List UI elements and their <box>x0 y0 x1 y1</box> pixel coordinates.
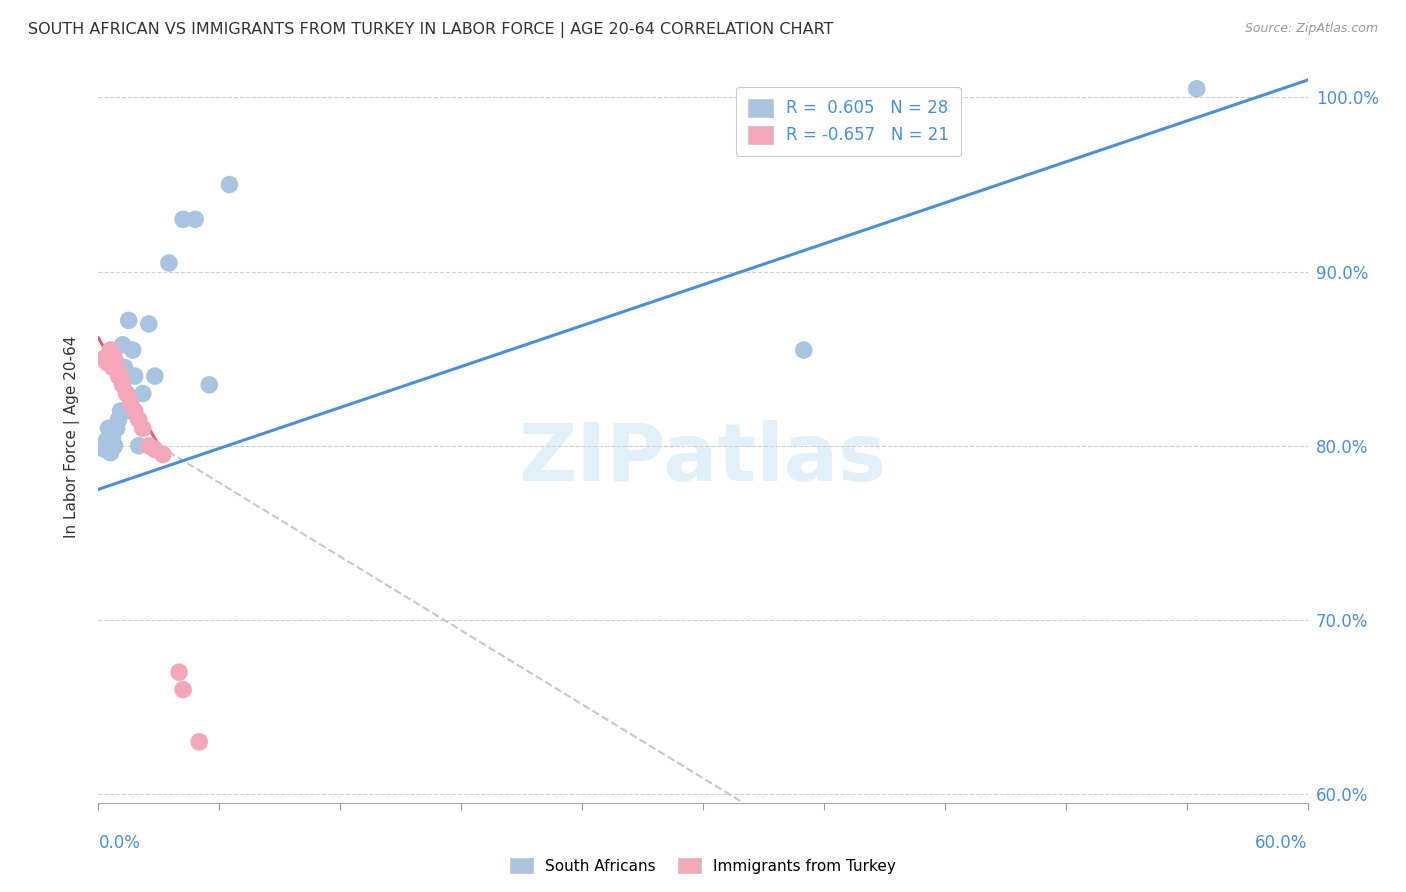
Point <box>101 360 124 375</box>
Legend: South Africans, Immigrants from Turkey: South Africans, Immigrants from Turkey <box>503 852 903 880</box>
Point <box>97 348 120 362</box>
Point <box>198 377 221 392</box>
Legend: R =  0.605   N = 28, R = -0.657   N = 21: R = 0.605 N = 28, R = -0.657 N = 21 <box>735 87 960 156</box>
Point <box>1185 82 1208 96</box>
Point <box>105 360 128 375</box>
Point <box>124 404 146 418</box>
Point <box>124 369 146 384</box>
Text: ZIPatlas: ZIPatlas <box>519 420 887 498</box>
Point <box>107 412 129 426</box>
Point <box>157 256 180 270</box>
Point <box>115 386 138 401</box>
Point <box>128 412 150 426</box>
Point <box>132 386 155 401</box>
Point <box>103 351 125 366</box>
Y-axis label: In Labor Force | Age 20-64: In Labor Force | Age 20-64 <box>63 336 80 538</box>
Text: SOUTH AFRICAN VS IMMIGRANTS FROM TURKEY IN LABOR FORCE | AGE 20-64 CORRELATION C: SOUTH AFRICAN VS IMMIGRANTS FROM TURKEY … <box>28 22 834 38</box>
Point <box>152 448 174 462</box>
Point <box>218 178 240 192</box>
Point <box>138 439 160 453</box>
Point <box>120 395 142 409</box>
Point <box>793 343 815 357</box>
Point <box>172 682 194 697</box>
Point <box>128 439 150 453</box>
Point <box>184 212 207 227</box>
Point <box>188 735 211 749</box>
Point <box>96 434 118 448</box>
Point <box>97 421 120 435</box>
Point <box>103 439 125 453</box>
Point <box>118 313 141 327</box>
Point <box>143 369 166 384</box>
Point <box>111 377 134 392</box>
Point <box>110 369 132 384</box>
Point <box>115 386 138 401</box>
Point <box>121 343 143 357</box>
Point <box>93 442 115 457</box>
Point <box>96 355 118 369</box>
Point <box>107 369 129 384</box>
Point <box>111 338 134 352</box>
Point <box>110 404 132 418</box>
Point <box>172 212 194 227</box>
Text: 60.0%: 60.0% <box>1256 834 1308 852</box>
Point <box>100 343 122 357</box>
Point <box>143 442 166 457</box>
Point <box>132 421 155 435</box>
Point <box>120 404 142 418</box>
Point <box>93 351 115 366</box>
Point <box>91 439 114 453</box>
Point <box>101 430 124 444</box>
Point <box>105 421 128 435</box>
Text: 0.0%: 0.0% <box>98 834 141 852</box>
Point <box>167 665 190 680</box>
Text: Source: ZipAtlas.com: Source: ZipAtlas.com <box>1244 22 1378 36</box>
Point <box>100 446 122 460</box>
Point <box>138 317 160 331</box>
Point <box>114 360 136 375</box>
